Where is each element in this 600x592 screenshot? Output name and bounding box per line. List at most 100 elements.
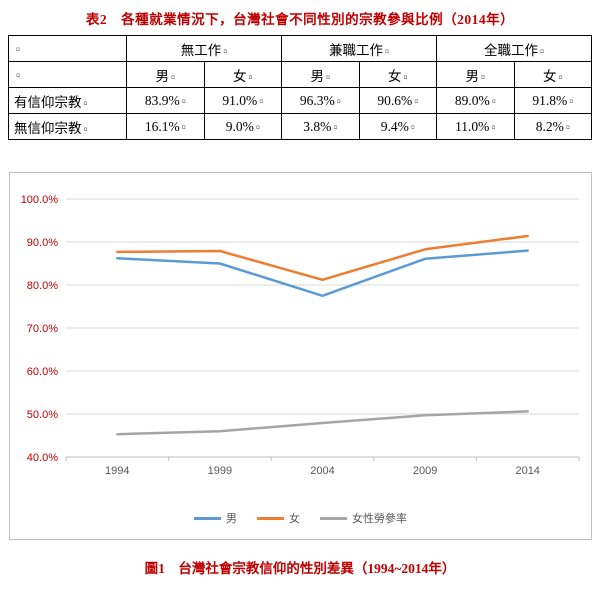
svg-text:100.0%: 100.0% [21,194,59,206]
value-cell: 9.4% ¤ [358,113,437,140]
line-chart: 40.0% 50.0% 60.0% 70.0% 80.0% 90.0% 100.0% 1994… [21,194,580,477]
legend-swatch [257,516,284,520]
cell-text: 3.8% [303,118,332,134]
group-header-cell: 無工作 ¤ [126,35,282,62]
cell-text: 有信仰宗教 [14,94,82,110]
svg-text:1999: 1999 [208,465,232,477]
value-cell: 83.9% ¤ [126,87,205,114]
cell-text: 無工作 [180,42,222,58]
cell-text: 8.2% [535,118,564,134]
value-cell: 91.0% ¤ [203,87,282,114]
figure-caption: 圖1 台灣社會宗教信仰的性別差異（1994~2014年） [144,561,456,576]
cell-end-mark: ¤ [414,96,419,106]
legend-item-2: 女性勞參率 [320,510,407,526]
cell-text: 男 [465,68,480,84]
cell-end-mark: ¤ [333,122,338,132]
cell-text: 91.0% [222,92,258,108]
value-cell: 91.8% ¤ [513,87,592,114]
svg-text:2009: 2009 [413,465,437,477]
x-axis-labels: 1994 1999 2004 2009 2014 [105,465,540,477]
cell-text: 女 [543,68,557,84]
svg-text:40.0%: 40.0% [27,452,58,464]
cell-text: 90.6% [377,92,413,108]
legend-label: 女 [289,513,300,525]
x-axis-ticks [65,457,580,461]
value-cell: 9.0% ¤ [203,113,282,140]
group-header-row: ¤ 無工作 ¤ 兼職工作 ¤ 全職工作 ¤ [8,35,592,62]
cell-end-mark: ¤ [336,96,341,106]
cell-end-mark: ¤ [16,70,20,80]
value-cell: 3.8% ¤ [281,113,360,140]
cell-end-mark: ¤ [491,122,496,132]
cell-text: 9.4% [380,118,409,134]
series-line-0 [116,249,529,298]
gender-header-cell: 女 ¤ [513,61,592,88]
gender-header-cell: 女 ¤ [358,61,437,88]
cell-end-mark: ¤ [481,72,485,82]
row-label-cell: 無信仰宗教 ¤ [8,113,127,140]
group-header-cell: 兼職工作 ¤ [281,35,437,62]
cell-text: 女 [233,68,247,84]
cell-end-mark: ¤ [558,72,563,82]
value-cell: 8.2% ¤ [513,113,592,140]
legend-item-1: 女 [257,510,300,526]
cell-end-mark: ¤ [410,122,415,132]
gender-header-cell: 男 ¤ [281,61,360,88]
svg-text:50.0%: 50.0% [27,409,58,421]
svg-text:70.0%: 70.0% [27,323,58,335]
table-row: 無信仰宗教 ¤ 16.1% ¤ 9.0% ¤ 3.8% ¤ 9.4% ¤ 11.0% ¤ 8.2% ¤ [8,113,592,140]
cell-end-mark: ¤ [248,72,253,82]
gender-header-cell: 男 ¤ [126,61,205,88]
cell-end-mark: ¤ [181,122,186,132]
gender-header-cell: 女 ¤ [203,61,282,88]
cell-text: 16.1% [144,118,180,134]
value-cell: 16.1% ¤ [126,113,205,140]
gender-header-cell: 男 ¤ [436,61,515,88]
gender-header-row: ¤ 男 ¤ 女 ¤ 男 ¤ 女 ¤ 男 ¤ 女 ¤ [8,61,592,88]
legend-swatch [320,516,347,520]
cell-text: 女 [388,68,402,84]
svg-text:2004: 2004 [310,465,334,477]
value-cell: 90.6% ¤ [358,87,437,114]
cell-end-mark: ¤ [223,46,228,56]
cell-end-mark: ¤ [326,72,330,82]
cell-end-mark: ¤ [385,46,389,56]
cell-text: 全職工作 [484,42,538,58]
cell-end-mark: ¤ [569,96,574,106]
cell-end-mark: ¤ [259,96,264,106]
cell-text: 91.8% [532,92,568,108]
value-cell: 89.0% ¤ [436,87,515,114]
cell-text: 83.9% [144,92,180,108]
cell-text: 96.3% [299,92,335,108]
cell-end-mark: ¤ [171,72,175,82]
cell-text: 男 [155,68,170,84]
series-line-2 [116,410,529,436]
legend-swatch [194,516,221,520]
cell-end-mark: ¤ [491,96,496,106]
corner-cell: ¤ [8,61,127,88]
value-cell: 11.0% ¤ [436,113,515,140]
cell-end-mark: ¤ [83,98,88,108]
legend-label: 女性勞參率 [352,513,407,525]
chart-legend: 男 女 女性勞參率 [10,510,591,526]
chart-panel: 40.0% 50.0% 60.0% 70.0% 80.0% 90.0% 100.0% 1994… [9,172,592,540]
cell-text: 兼職工作 [329,42,383,58]
cell-text: 89.0% [454,92,490,108]
cell-end-mark: ¤ [565,122,570,132]
series-line-1 [116,234,529,282]
y-axis-labels: 40.0% 50.0% 60.0% 70.0% 80.0% 90.0% 100.0% [21,194,59,464]
gridlines [66,198,579,458]
table-row: 有信仰宗教 ¤ 83.9% ¤ 91.0% ¤ 96.3% ¤ 90.6% ¤ 89.0% ¤ 91.8… [8,87,592,114]
cell-end-mark: ¤ [83,124,88,134]
svg-text:90.0%: 90.0% [27,237,58,249]
value-cell: 96.3% ¤ [281,87,360,114]
svg-text:80.0%: 80.0% [27,280,58,292]
cell-text: 9.0% [225,118,254,134]
cell-end-mark: ¤ [403,72,408,82]
cell-text: 無信仰宗教 [14,120,82,136]
svg-text:60.0%: 60.0% [27,366,58,378]
stats-table: ¤ 無工作 ¤ 兼職工作 ¤ 全職工作 ¤ ¤ 男 ¤ 女 ¤ 男 ¤ 女 ¤ 男 ¤ 女 ¤ 有信仰宗教 ¤ 83.9% ¤… [8,35,592,140]
cell-end-mark: ¤ [540,46,544,56]
cell-end-mark: ¤ [181,96,186,106]
